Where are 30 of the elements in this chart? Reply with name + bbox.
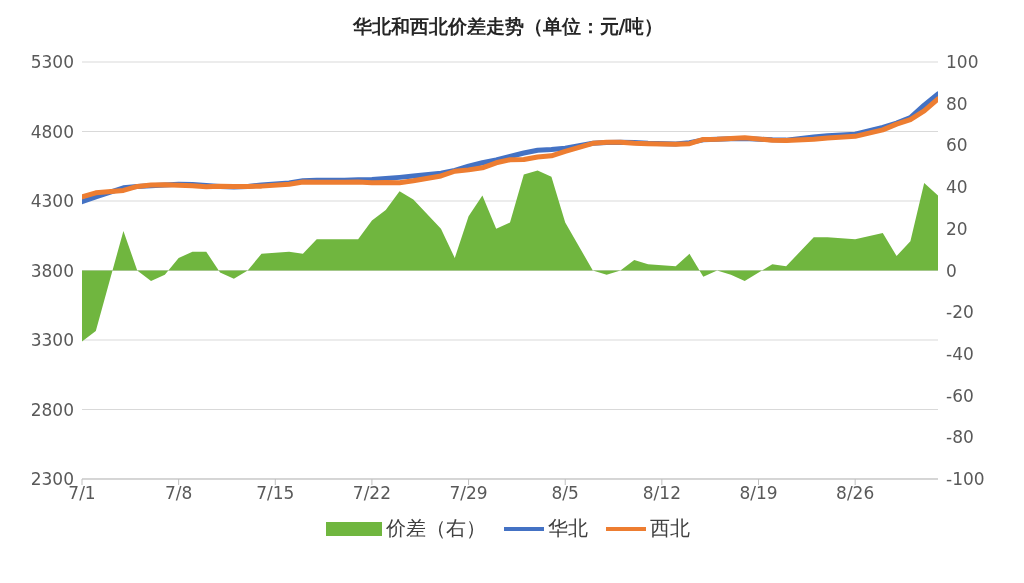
legend-label: 价差（右）	[386, 515, 486, 542]
y2-tick-label: -60	[946, 385, 974, 406]
x-tick-label: 8/5	[551, 483, 579, 504]
x-tick-label: 8/19	[739, 483, 778, 504]
x-tick-label: 8/26	[836, 483, 875, 504]
x-tick-label: 7/29	[449, 483, 488, 504]
x-tick-label: 7/8	[164, 483, 193, 504]
y2-tick-label: -40	[946, 343, 974, 364]
y-tick-label: 4800	[30, 121, 74, 142]
y2-tick-label: 100	[946, 52, 979, 73]
y2-tick-label: 40	[946, 177, 968, 198]
legend-label: 西北	[650, 515, 690, 542]
y-tick-label: 2800	[30, 399, 74, 420]
y2-tick-label: 60	[946, 135, 968, 156]
y-tick-label: 5300	[30, 52, 74, 73]
y2-tick-label: 80	[946, 93, 968, 114]
y2-tick-label: 0	[946, 260, 957, 281]
y-tick-label: 3800	[30, 260, 74, 281]
y2-tick-label: -80	[946, 427, 974, 448]
y2-tick-label: -20	[946, 302, 974, 323]
y-tick-label: 2300	[30, 469, 74, 490]
y2-tick-label: 20	[946, 218, 968, 239]
chart-title: 华北和西北价差走势（单位：元/吨）	[351, 14, 665, 39]
y-tick-label: 4300	[30, 191, 74, 212]
x-tick-label: 7/22	[352, 483, 392, 504]
x-tick-label: 7/15	[256, 483, 295, 504]
y-tick-label: 3300	[30, 330, 74, 351]
x-tick-label: 8/12	[642, 483, 681, 504]
legend-label: 华北	[548, 515, 588, 542]
y2-tick-label: -100	[946, 469, 985, 490]
